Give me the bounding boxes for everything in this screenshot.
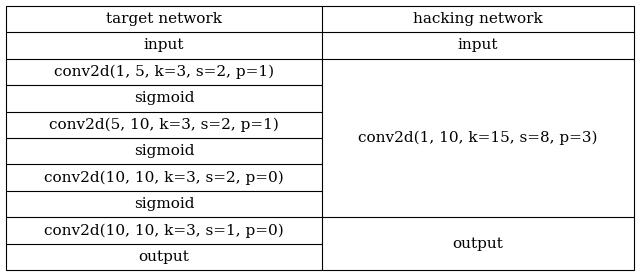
Text: hacking network: hacking network xyxy=(413,12,543,26)
Text: conv2d(10, 10, k=3, s=1, p=0): conv2d(10, 10, k=3, s=1, p=0) xyxy=(44,224,284,238)
Text: sigmoid: sigmoid xyxy=(134,91,195,105)
Text: output: output xyxy=(139,250,189,264)
Text: sigmoid: sigmoid xyxy=(134,197,195,211)
Text: conv2d(1, 10, k=15, s=8, p=3): conv2d(1, 10, k=15, s=8, p=3) xyxy=(358,131,598,145)
Text: conv2d(5, 10, k=3, s=2, p=1): conv2d(5, 10, k=3, s=2, p=1) xyxy=(49,118,279,132)
Text: sigmoid: sigmoid xyxy=(134,144,195,158)
Text: input: input xyxy=(458,38,498,52)
Text: input: input xyxy=(144,38,184,52)
Text: conv2d(1, 5, k=3, s=2, p=1): conv2d(1, 5, k=3, s=2, p=1) xyxy=(54,65,274,79)
Text: conv2d(10, 10, k=3, s=2, p=0): conv2d(10, 10, k=3, s=2, p=0) xyxy=(44,171,284,185)
Text: output: output xyxy=(452,237,503,251)
Text: target network: target network xyxy=(106,12,222,26)
